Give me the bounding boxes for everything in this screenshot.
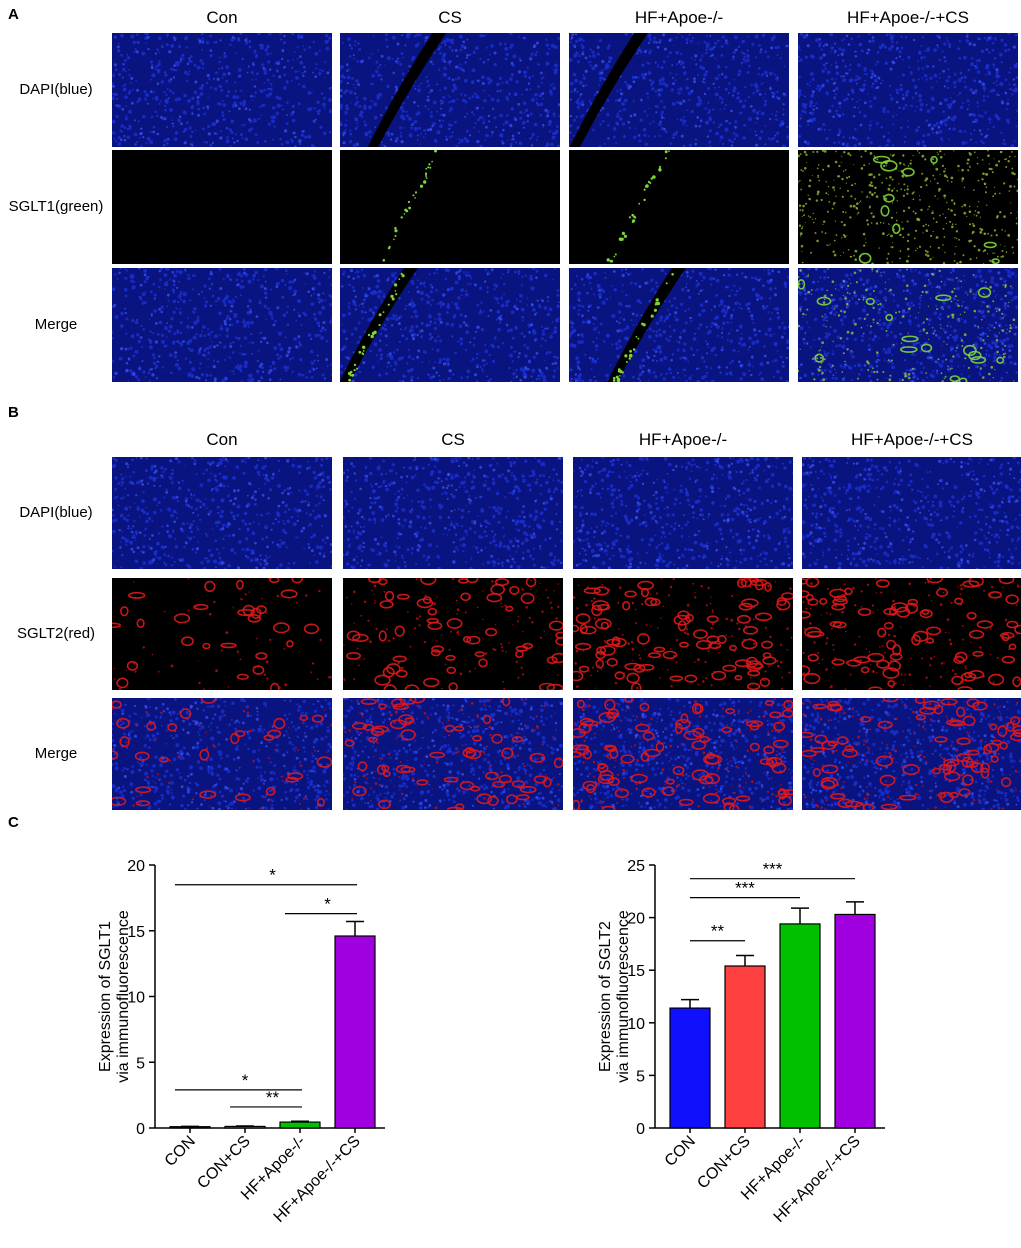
significance-label: ** [711, 922, 725, 941]
y-tick-label: 10 [627, 1016, 645, 1033]
bar [334, 935, 376, 1129]
micrograph-tile [343, 698, 563, 810]
y-tick-label: 20 [127, 858, 145, 875]
micrograph-tile [569, 268, 789, 382]
panel-a-row-header: Merge [34, 316, 78, 333]
bar [834, 913, 876, 1129]
x-tick-label: CON [662, 1133, 699, 1170]
bar [724, 965, 766, 1129]
micrograph-tile [798, 33, 1018, 147]
significance-label: * [324, 895, 331, 914]
panel-b-column-header: HF+Apoe-/-+CS [851, 430, 973, 449]
micrograph-tile [569, 33, 789, 147]
micrograph-tile [798, 268, 1018, 382]
y-tick-label: 25 [627, 858, 645, 875]
micrograph-tile [573, 698, 793, 810]
micrograph-tile [573, 457, 793, 569]
panel-a-column-header: CS [438, 8, 462, 27]
y-tick-label: 5 [136, 1055, 145, 1072]
micrograph-tile [798, 150, 1018, 264]
micrograph-tile [340, 33, 560, 147]
y-tick-label: 15 [127, 924, 145, 941]
micrograph-tile [573, 578, 793, 690]
micrograph-tile [802, 698, 1021, 810]
y-tick-label: 15 [627, 963, 645, 980]
panel-b-row-header: SGLT2(red) [16, 625, 96, 642]
y-axis-label: Expression of SGLT1 [97, 921, 114, 1072]
sglt2-bar-chart: 0 5 10 15 20 25 Expression of SGLT2 via immunof… [597, 858, 885, 1226]
y-tick-label: 5 [636, 1068, 645, 1085]
panel-a-column-header: HF+Apoe-/- [634, 8, 724, 27]
panel-b-label: B [8, 404, 19, 421]
y-tick-label: 0 [136, 1121, 145, 1138]
bar [669, 1007, 711, 1129]
x-tick-label: CON [162, 1133, 199, 1170]
micrograph-tile [112, 150, 332, 264]
panel-a-row-header: DAPI(blue) [19, 81, 93, 98]
micrograph-tile [112, 698, 332, 810]
significance-label: * [269, 866, 276, 885]
micrograph-tile [569, 150, 789, 264]
significance-label: ** [266, 1088, 280, 1107]
micrograph-tile [112, 268, 332, 382]
micrograph-tile [112, 33, 332, 147]
panel-b-column-header: HF+Apoe-/- [638, 430, 728, 449]
panel-a-column-header: Con [206, 8, 238, 27]
micrograph-tile [802, 578, 1021, 690]
y-axis-label: Expression of SGLT2 [597, 921, 614, 1072]
y-axis-label: via immunofluorescence [115, 910, 132, 1083]
significance-label: *** [763, 860, 783, 879]
significance-label: *** [735, 879, 755, 898]
y-axis-label: via immunofluorescence [615, 910, 632, 1083]
micrograph-tile [112, 457, 332, 569]
micrograph-tile [343, 457, 563, 569]
micrograph-tile [802, 457, 1021, 569]
panel-b-row-header: DAPI(blue) [19, 504, 93, 521]
bar [779, 923, 821, 1129]
panel-a-column-header: HF+Apoe-/-+CS [847, 8, 969, 27]
panel-b-column-header: Con [206, 430, 238, 449]
panel-a-label: A [8, 6, 19, 23]
bar [279, 1121, 321, 1129]
panel-a-row-header: SGLT1(green) [8, 198, 104, 215]
micrograph-tile [340, 150, 560, 264]
micrograph-tile [112, 578, 332, 690]
y-tick-label: 0 [636, 1121, 645, 1138]
significance-label: * [242, 1071, 249, 1090]
micrograph-tile [340, 268, 560, 382]
y-tick-label: 20 [627, 911, 645, 928]
panel-b-row-header: Merge [34, 745, 78, 762]
panel-c-label: C [8, 814, 19, 831]
sglt1-bar-chart: 0 5 10 15 20 Expression of SGLT1 via immunoflu… [97, 858, 385, 1226]
y-tick-label: 10 [127, 990, 145, 1007]
micrograph-tile [343, 578, 563, 690]
panel-b-column-header: CS [441, 430, 465, 449]
